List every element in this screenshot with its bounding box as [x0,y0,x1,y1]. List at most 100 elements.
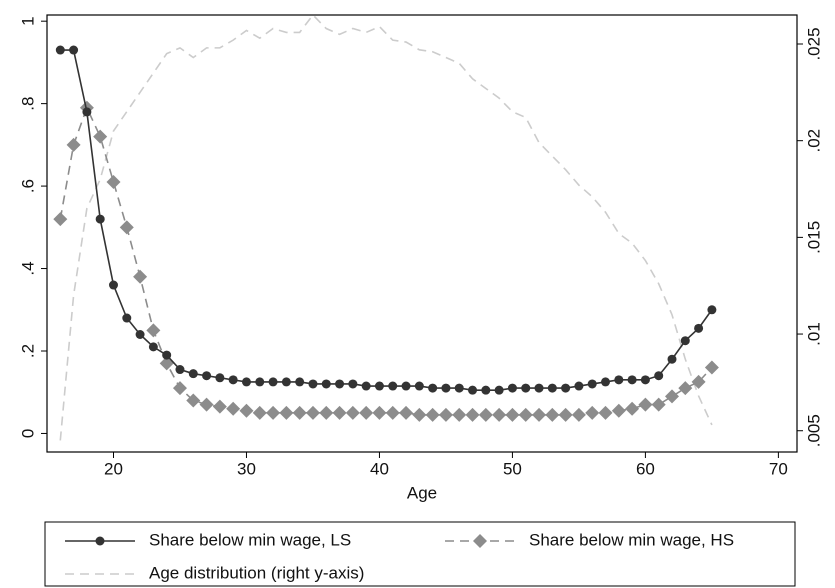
data-point [93,129,108,144]
series-line [59,13,713,441]
data-point [574,381,584,391]
data-point [558,407,573,422]
legend-label: Age distribution (right y-axis) [149,563,364,582]
data-point [135,330,145,340]
data-point [268,377,278,387]
y2-tick-label: .025 [804,27,823,60]
data-point [122,313,132,323]
data-point [319,405,334,420]
data-point [348,379,358,389]
data-point [119,220,134,235]
data-point [202,371,212,381]
data-point [481,385,491,395]
data-point [239,403,254,418]
data-point [279,405,294,420]
data-point [281,377,291,387]
data-point [82,107,92,117]
data-point [255,377,265,387]
data-point [226,401,241,416]
series-line [60,49,713,391]
data-point [704,360,719,375]
data-point [428,383,438,393]
data-point [332,405,347,420]
data-point [66,137,81,152]
data-point [678,381,693,396]
data-point [308,379,318,389]
data-point [199,397,214,412]
data-point [547,383,557,393]
x-tick-label: 70 [769,459,788,478]
data-point [638,397,653,412]
data-point [53,212,68,227]
data-point [667,354,677,364]
y-tick-label: .2 [18,344,37,358]
data-point [571,407,586,422]
legend-marker [95,536,105,546]
data-point [611,403,626,418]
data-point [133,269,148,284]
data-point [492,407,507,422]
data-point [680,336,690,346]
x-axis-label: Age [407,483,437,502]
data-point [148,342,158,352]
data-point [186,393,201,408]
data-point [385,405,400,420]
data-point [162,350,172,360]
data-point [494,385,504,395]
legend-label: Share below min wage, HS [529,530,734,549]
data-point [106,174,121,189]
data-point [359,405,374,420]
x-tick-label: 60 [636,459,655,478]
legend-box [44,521,796,587]
data-point [707,305,717,315]
x-tick-label: 20 [104,459,123,478]
data-point [654,371,664,381]
data-point [601,377,611,387]
data-point [374,381,384,391]
data-point [561,383,571,393]
data-point [468,385,478,395]
data-point [188,369,198,379]
x-tick-label: 50 [503,459,522,478]
data-point [478,407,493,422]
data-point [69,45,79,55]
data-point [372,405,387,420]
data-point [361,381,371,391]
data-point [627,375,637,385]
legend-marker [473,534,487,548]
data-point [252,405,267,420]
data-point [399,405,414,420]
x-tick-label: 40 [370,459,389,478]
data-point [425,407,440,422]
data-point [454,383,464,393]
data-point [532,407,547,422]
data-point [95,214,105,224]
data-point [598,405,613,420]
data-point [412,407,427,422]
data-point [505,407,520,422]
series-line [59,105,713,416]
data-point [625,401,640,416]
data-point [521,383,531,393]
y-tick-label: .8 [18,97,37,111]
data-point [146,323,161,338]
data-point [640,375,650,385]
data-point [414,381,424,391]
data-point [108,280,118,290]
data-point [452,407,467,422]
data-point [614,375,624,385]
data-point [295,377,305,387]
legend-label: Share below min wage, LS [149,530,351,549]
data-point [518,407,533,422]
data-point [651,397,666,412]
data-point [292,405,307,420]
data-point [691,374,706,389]
y2-tick-label: .005 [804,414,823,447]
data-point [465,407,480,422]
y-tick-label: .6 [18,179,37,193]
data-point [587,379,597,389]
data-point [665,389,679,404]
data-point [305,405,320,420]
data-point [321,379,331,389]
